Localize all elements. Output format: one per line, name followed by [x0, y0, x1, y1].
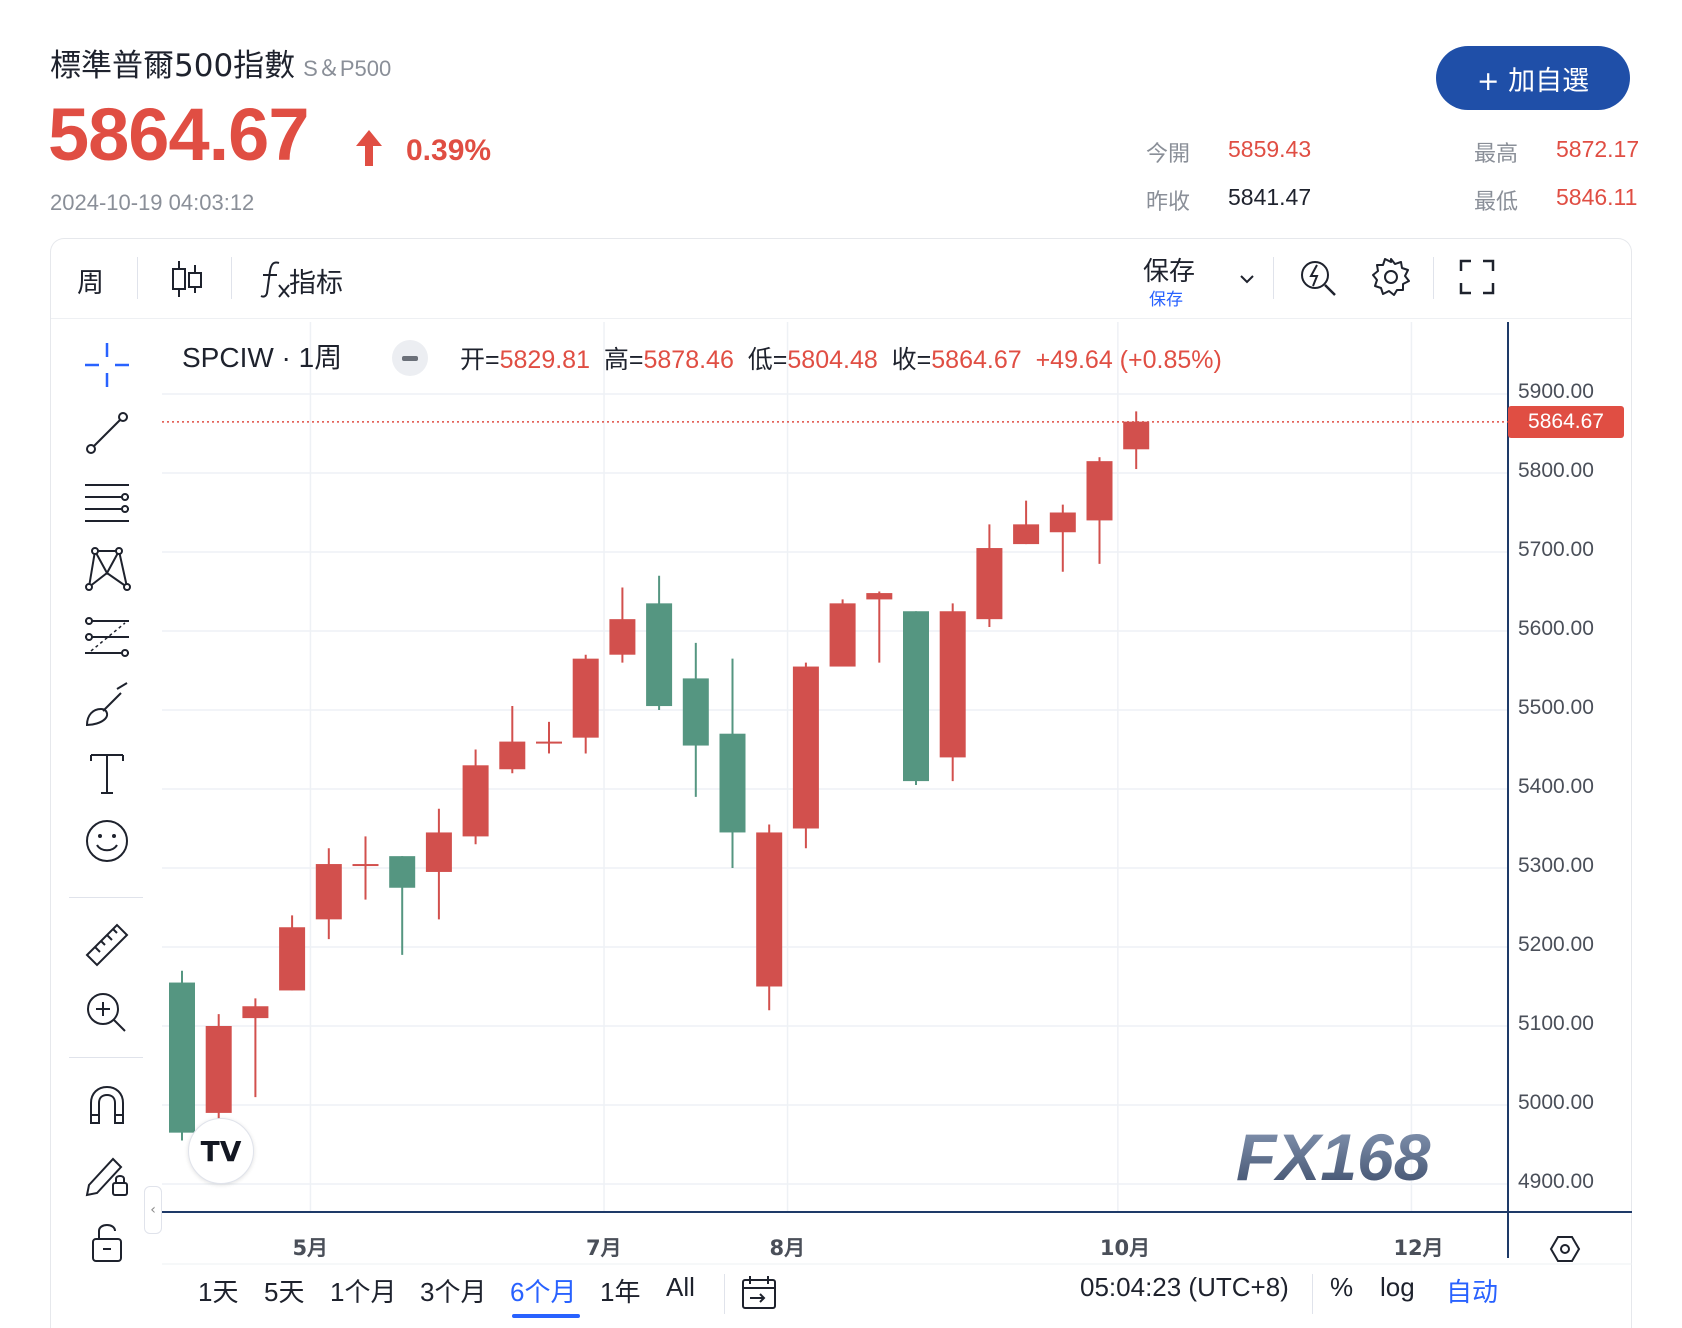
text-tool-icon[interactable]	[81, 747, 133, 799]
y-tick-label: 5500.00	[1518, 696, 1594, 719]
high-value: 5878.46	[643, 346, 734, 374]
hide-legend-toggle[interactable]	[392, 340, 428, 376]
legend-ohlc: 开=5829.81 高=5878.46 低=5804.48 收=5864.67 …	[460, 340, 1222, 376]
open-label: 开=	[460, 346, 500, 374]
range-1m[interactable]: 1个月	[330, 1277, 397, 1307]
percent-scale-toggle[interactable]: %	[1330, 1272, 1354, 1302]
x-tick-label: 10月	[1099, 1236, 1151, 1260]
candle-style-icon[interactable]	[167, 257, 207, 301]
open-value: 5829.81	[499, 346, 590, 374]
quote-timestamp: 2024-10-19 04:03:12	[50, 190, 255, 215]
lock-drawing-icon[interactable]	[81, 1147, 133, 1199]
y-tick-label: 5800.00	[1518, 459, 1594, 482]
save-button[interactable]: 保存	[1143, 257, 1196, 287]
save-status: 保存	[1149, 290, 1183, 310]
axis-settings-icon[interactable]	[1548, 1232, 1582, 1266]
horizontal-lines-icon[interactable]	[81, 475, 133, 527]
y-tick-label: 5100.00	[1518, 1012, 1594, 1035]
instrument-title: 標準普爾500指數 S＆P500	[50, 40, 391, 85]
low-label: 最低	[1474, 190, 1519, 215]
toolbar-divider	[1312, 1274, 1313, 1314]
calendar-goto-icon[interactable]	[738, 1272, 780, 1314]
forecast-tool-icon[interactable]	[81, 611, 133, 663]
add-watchlist-button[interactable]: + 加自選	[1436, 46, 1630, 110]
open-label: 今開	[1146, 142, 1191, 167]
y-tick-label: 5000.00	[1518, 1091, 1594, 1114]
fx168-watermark: FX168	[1236, 1124, 1431, 1190]
toolbar-divider	[1433, 257, 1434, 299]
high-value: 5872.17	[1556, 136, 1640, 162]
range-1y[interactable]: 1年	[600, 1277, 641, 1307]
brush-icon[interactable]	[81, 679, 133, 731]
x-tick-label: 7月	[586, 1236, 622, 1260]
toolbar-divider	[231, 257, 232, 299]
chart-panel: 周 指标 保存 保存	[50, 238, 1632, 1328]
tradingview-logo[interactable]: TV	[188, 1118, 254, 1184]
y-tick-label: 5900.00	[1518, 380, 1594, 403]
y-tick-label: 5300.00	[1518, 854, 1594, 877]
close-label: 收=	[891, 346, 932, 374]
indicators-button[interactable]: 指标	[289, 268, 343, 299]
auto-scale-toggle[interactable]: 自动	[1446, 1277, 1499, 1307]
y-tick-label: 5400.00	[1518, 775, 1594, 798]
pattern-tool-icon[interactable]	[81, 543, 133, 595]
range-6m[interactable]: 6个月	[510, 1277, 577, 1307]
legend-symbol: SPCIW · 1周	[182, 342, 343, 373]
last-price: 5864.67	[48, 93, 309, 176]
open-value: 5859.43	[1228, 136, 1312, 162]
last-price-tag: 5864.67	[1508, 405, 1624, 438]
collapse-toolbar-button[interactable]: ‹	[144, 1186, 162, 1234]
y-tick-label: 5200.00	[1518, 933, 1594, 956]
unlock-icon[interactable]	[81, 1215, 133, 1267]
prev-close-value: 5841.47	[1228, 184, 1312, 210]
emoji-icon[interactable]	[81, 815, 133, 867]
toolbar-divider	[69, 897, 143, 898]
y-tick-label: 5600.00	[1518, 617, 1594, 640]
low-label: 低=	[747, 346, 788, 374]
log-scale-toggle[interactable]: log	[1380, 1272, 1415, 1302]
chart-legend: SPCIW · 1周 开=5829.81 高=5878.46 低=5804.48…	[182, 336, 1222, 376]
instrument-symbol: S＆P500	[303, 56, 392, 81]
range-3m[interactable]: 3个月	[420, 1277, 487, 1307]
high-label: 高=	[603, 346, 644, 374]
watermark-text: FX168	[1236, 1124, 1431, 1190]
range-bar: 1天 5天 1个月 3个月 6个月 1年 All 05:04:23 (UTC+8…	[162, 1264, 1632, 1328]
change-percent: 0.39%	[406, 134, 492, 167]
ruler-icon[interactable]	[81, 919, 133, 971]
magnet-icon[interactable]	[81, 1079, 133, 1131]
instrument-name: 標準普爾500指數	[50, 48, 296, 84]
toolbar-divider	[1273, 257, 1274, 299]
toolbar-divider	[724, 1274, 725, 1314]
high-label: 最高	[1474, 142, 1519, 167]
crosshair-icon[interactable]	[81, 339, 133, 391]
interval-selector[interactable]: 周	[77, 268, 104, 299]
y-tick-label: 4900.00	[1518, 1170, 1594, 1193]
trend-line-icon[interactable]	[81, 407, 133, 459]
x-tick-label: 8月	[769, 1236, 806, 1260]
x-tick-label: 5月	[292, 1236, 329, 1260]
x-tick-label: 12月	[1393, 1236, 1444, 1260]
toolbar-divider	[137, 257, 138, 299]
toolbar-divider	[69, 1057, 143, 1058]
gear-icon[interactable]	[1369, 255, 1413, 299]
function-icon[interactable]	[257, 257, 293, 301]
close-value: 5864.67	[931, 346, 1022, 374]
chart-clock[interactable]: 05:04:23 (UTC+8)	[1080, 1272, 1289, 1302]
chart-toolbar: 周 指标 保存 保存	[51, 239, 1631, 319]
change-value: +49.64 (+0.85%)	[1035, 346, 1222, 374]
chevron-down-icon[interactable]	[1237, 269, 1257, 289]
range-all[interactable]: All	[666, 1272, 695, 1302]
arrow-up-icon	[356, 130, 382, 166]
y-tick-label: 5700.00	[1518, 538, 1594, 561]
quick-search-icon[interactable]	[1297, 255, 1341, 299]
range-5d[interactable]: 5天	[264, 1277, 305, 1307]
zoom-in-icon[interactable]	[81, 987, 133, 1039]
range-1d[interactable]: 1天	[198, 1277, 239, 1307]
prev-close-label: 昨收	[1146, 190, 1191, 215]
fullscreen-icon[interactable]	[1455, 255, 1499, 299]
low-value: 5804.48	[787, 346, 878, 374]
active-range-indicator	[512, 1314, 580, 1318]
low-value: 5846.11	[1556, 184, 1638, 210]
drawing-toolbar	[51, 319, 163, 1328]
